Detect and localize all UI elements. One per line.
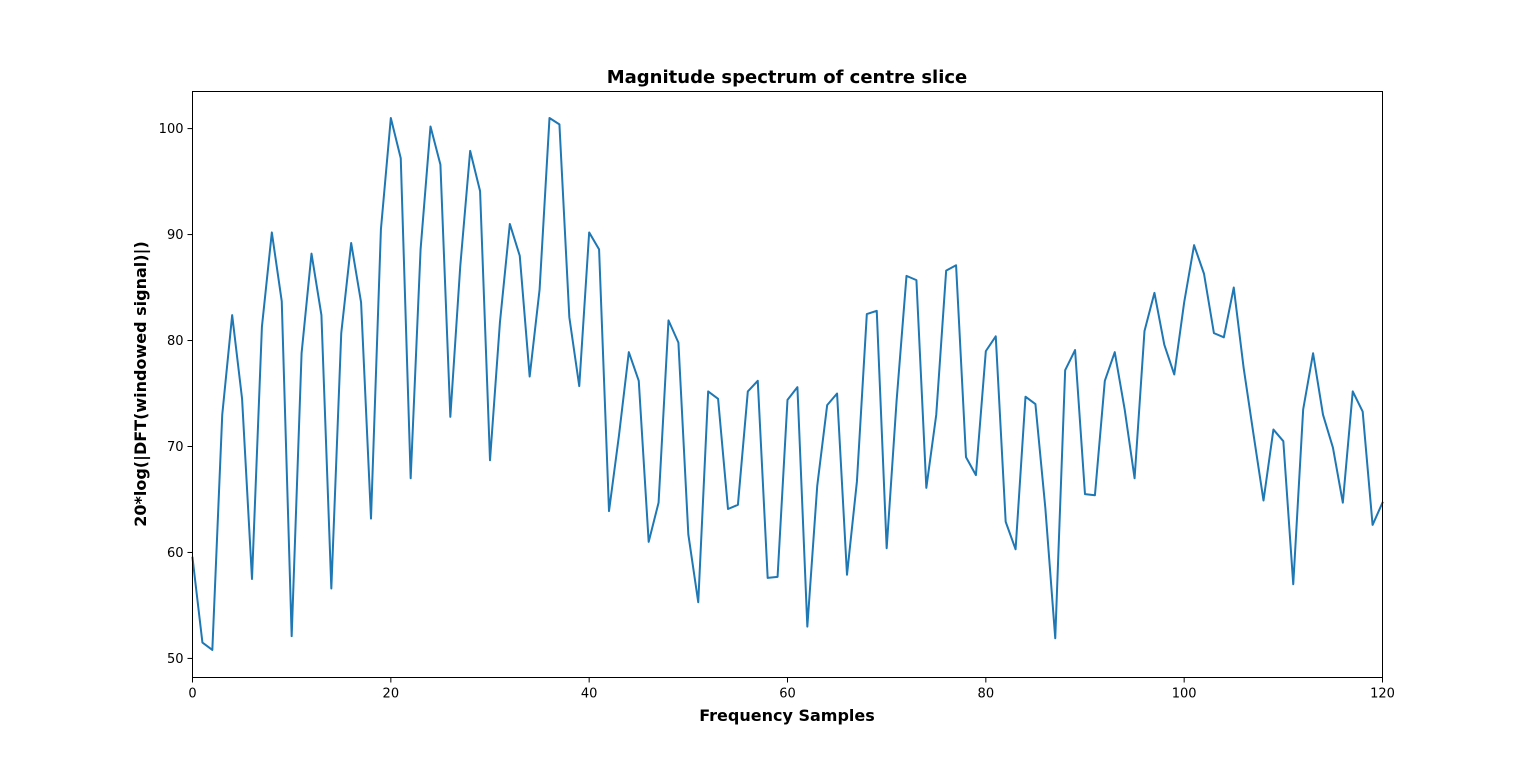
x-axis: 0 20 40 60 80 100 120 [188, 677, 1395, 702]
y-tick-label: 60 [167, 546, 184, 561]
x-tick-label: 40 [581, 687, 598, 702]
y-tick-label: 90 [167, 228, 184, 243]
chart-title: Magnitude spectrum of centre slice [607, 67, 968, 88]
y-tick-label: 100 [159, 122, 184, 137]
x-tick-label: 80 [978, 687, 995, 702]
x-tick-label: 60 [779, 687, 796, 702]
spectrum-series-line [191, 116, 1384, 651]
x-tick-label: 120 [1370, 687, 1395, 702]
y-tick-label: 80 [167, 334, 184, 349]
x-tick-label: 100 [1172, 687, 1197, 702]
y-axis-label: 20*log(|DFT(windowed signal)|) [131, 241, 151, 527]
y-tick-label: 50 [167, 652, 184, 667]
x-tick-label: 0 [188, 687, 196, 702]
x-tick-label: 20 [383, 687, 400, 702]
y-axis: 50 60 70 80 90 100 [159, 122, 193, 667]
plot-frame [192, 91, 1383, 678]
y-tick-label: 70 [167, 440, 184, 455]
x-axis-label: Frequency Samples [699, 706, 875, 725]
